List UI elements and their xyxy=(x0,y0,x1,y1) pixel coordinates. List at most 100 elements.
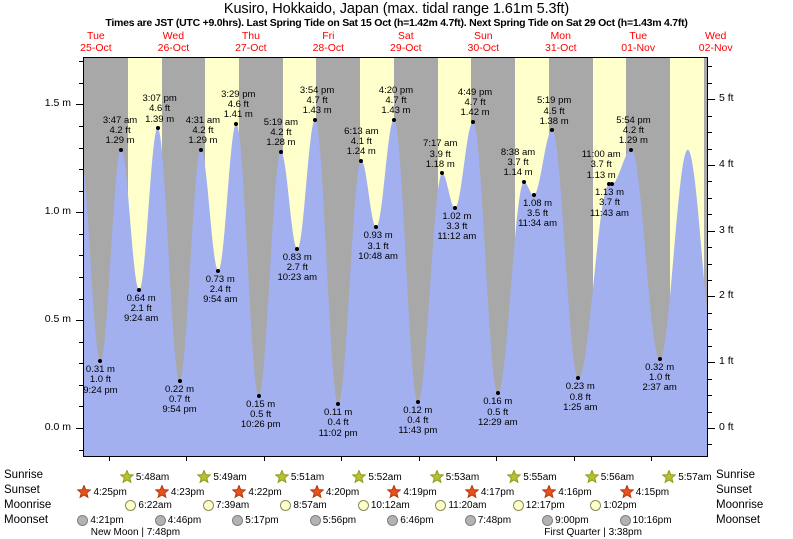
day-of-week: Wed xyxy=(162,30,185,42)
moonset-icon xyxy=(232,515,244,526)
astro-row-label-sunrise-right: Sunrise xyxy=(716,469,755,481)
axis-line-top xyxy=(83,57,708,58)
sunrise-entry-4: 5:53am xyxy=(429,469,479,484)
sunset-entry-1: 4:23pm xyxy=(154,484,204,499)
tide-point-low-20 xyxy=(495,391,500,396)
moonset-entry-7: 10:16pm xyxy=(619,515,672,526)
tide-label-line-1: 3.9 ft xyxy=(429,148,451,160)
tide-label-line-0: 0.15 m xyxy=(246,398,276,410)
tide-label-line-2: 1.38 m xyxy=(539,115,569,127)
tide-point-low-0 xyxy=(98,359,103,364)
moonrise-icon xyxy=(280,500,292,511)
tide-label-line-2: 1:25 am xyxy=(563,401,598,413)
tide-label-line-2: 1.24 m xyxy=(346,145,376,157)
day-header-30-oct: Sun 30-Oct xyxy=(448,30,518,54)
tide-label-line-1: 0.5 ft xyxy=(487,406,509,418)
sunrise-star-icon xyxy=(661,469,677,484)
tide-label-high-17: 7:17 am 3.9 ft 1.18 m xyxy=(412,139,468,170)
y-tick-left xyxy=(79,83,83,84)
tide-point-high-17 xyxy=(440,171,445,176)
tide-point-low-6 xyxy=(216,268,221,273)
x-tick xyxy=(496,457,497,461)
tide-label-low-24: 0.23 m 0.8 ft 1:25 am xyxy=(552,382,608,413)
tide-label-line-0: 0.73 m xyxy=(205,273,235,285)
astro-row-label-sunset-left: Sunset xyxy=(4,484,40,496)
tide-label-high-23: 5:19 pm 4.5 ft 1.38 m xyxy=(526,96,582,127)
moonrise-entry-0: 6:22am xyxy=(125,500,172,511)
sunrise-entry-0-time: 5:48am xyxy=(135,471,170,483)
tide-point-low-2 xyxy=(137,287,142,292)
sunset-entry-4-time: 4:19pm xyxy=(403,486,437,498)
sunrise-entry-5: 5:55am xyxy=(506,469,557,484)
tide-point-low-14 xyxy=(374,225,379,230)
moonset-entry-5: 7:48pm xyxy=(464,515,511,526)
tide-label-line-1: 4.2 ft xyxy=(622,124,645,136)
day-date: 28-Oct xyxy=(312,42,345,54)
moonset-entry-3-time: 5:56pm xyxy=(322,515,357,526)
y-tick-right xyxy=(708,149,712,150)
tide-label-line-2: 11:02 pm xyxy=(318,427,358,439)
tide-label-low-16: 0.12 m 0.4 ft 11:43 pm xyxy=(390,405,446,437)
sunset-entry-5: 4:17pm xyxy=(464,484,514,499)
tide-point-high-19 xyxy=(471,119,476,124)
moonrise-entry-6-time: 1:02pm xyxy=(603,500,637,511)
tide-point-low-26 xyxy=(609,182,614,187)
tide-point-high-21 xyxy=(522,180,527,185)
moonrise-entry-3: 10:12am xyxy=(357,500,410,511)
tide-label-line-0: 4:31 am xyxy=(185,114,221,126)
tide-point-high-9 xyxy=(278,149,283,154)
y-tick-left xyxy=(79,385,83,386)
tide-label-line-1: 4.7 ft xyxy=(385,94,407,106)
y-tick-left xyxy=(79,126,83,127)
tide-label-low-6: 0.73 m 2.4 ft 9:54 am xyxy=(192,273,248,306)
tide-label-line-1: 1.0 ft xyxy=(649,372,671,384)
day-of-week: Wed xyxy=(705,30,727,42)
tide-label-low-4: 0.22 m 0.7 ft 9:54 pm xyxy=(152,384,208,416)
y-tick-left xyxy=(79,191,83,192)
moonrise-entry-2-time: 8:57am xyxy=(293,500,327,511)
tide-label-line-0: 11:00 am xyxy=(581,149,621,161)
sunset-star-icon xyxy=(541,484,557,499)
x-tick xyxy=(341,457,342,461)
tide-point-low-16 xyxy=(415,400,420,405)
sunset-entry-0-time: 4:25pm xyxy=(93,486,127,498)
tide-label-line-2: 11:43 am xyxy=(590,207,629,219)
moonrise-entry-4: 11:20am xyxy=(435,500,487,511)
tide-point-high-5 xyxy=(198,147,203,152)
tide-label-line-2: 1.29 m xyxy=(105,135,135,147)
moonrise-entry-5: 12:17pm xyxy=(512,500,565,511)
y-tick-left xyxy=(79,450,83,451)
tide-label-high-9: 5:19 am 4.2 ft 1.28 m xyxy=(253,117,309,149)
moonrise-entry-3-time: 10:12am xyxy=(370,500,410,511)
y-tick-right xyxy=(708,264,712,265)
sunrise-entry-6: 5:56am xyxy=(584,469,634,484)
tide-label-line-2: 9:54 am xyxy=(203,293,238,305)
y-tick-left xyxy=(79,406,83,407)
tide-point-high-3 xyxy=(155,126,160,131)
sunset-entry-3: 4:20pm xyxy=(309,484,360,499)
tide-label-high-7: 3:29 pm 4.6 ft 1.41 m xyxy=(210,89,266,121)
night-band-8 xyxy=(703,57,707,456)
moonrise-icon xyxy=(590,500,602,511)
tide-label-line-1: 4.2 ft xyxy=(270,127,292,139)
tide-label-high-5: 4:31 am 4.2 ft 1.29 m xyxy=(175,114,231,147)
sunrise-star-icon xyxy=(196,469,212,484)
y-tick-left xyxy=(76,428,83,429)
tide-label-line-0: 0.12 m xyxy=(403,405,433,417)
tide-label-line-2: 10:48 am xyxy=(358,250,398,262)
tide-label-low-10: 0.83 m 2.7 ft 10:23 am xyxy=(269,252,325,284)
tide-label-line-0: 3:54 pm xyxy=(299,84,335,96)
y-tick-left xyxy=(79,277,83,278)
day-header-25-oct: Tue 25-Oct xyxy=(61,30,131,54)
tide-label-line-0: 6:13 am xyxy=(344,125,379,137)
sunrise-entry-3-time: 5:52am xyxy=(368,471,402,483)
tide-label-line-0: 0.16 m xyxy=(483,396,513,408)
moonset-icon xyxy=(309,515,321,526)
tide-label-line-2: 1.39 m xyxy=(145,113,175,125)
sunset-entry-2: 4:22pm xyxy=(231,484,282,499)
sunset-entry-3-time: 4:20pm xyxy=(325,486,360,498)
sunset-star-icon xyxy=(154,484,170,499)
tide-label-line-0: 3:07 pm xyxy=(142,93,177,105)
sunrise-entry-5-time: 5:55am xyxy=(523,471,557,483)
y-tick-left xyxy=(76,212,83,213)
